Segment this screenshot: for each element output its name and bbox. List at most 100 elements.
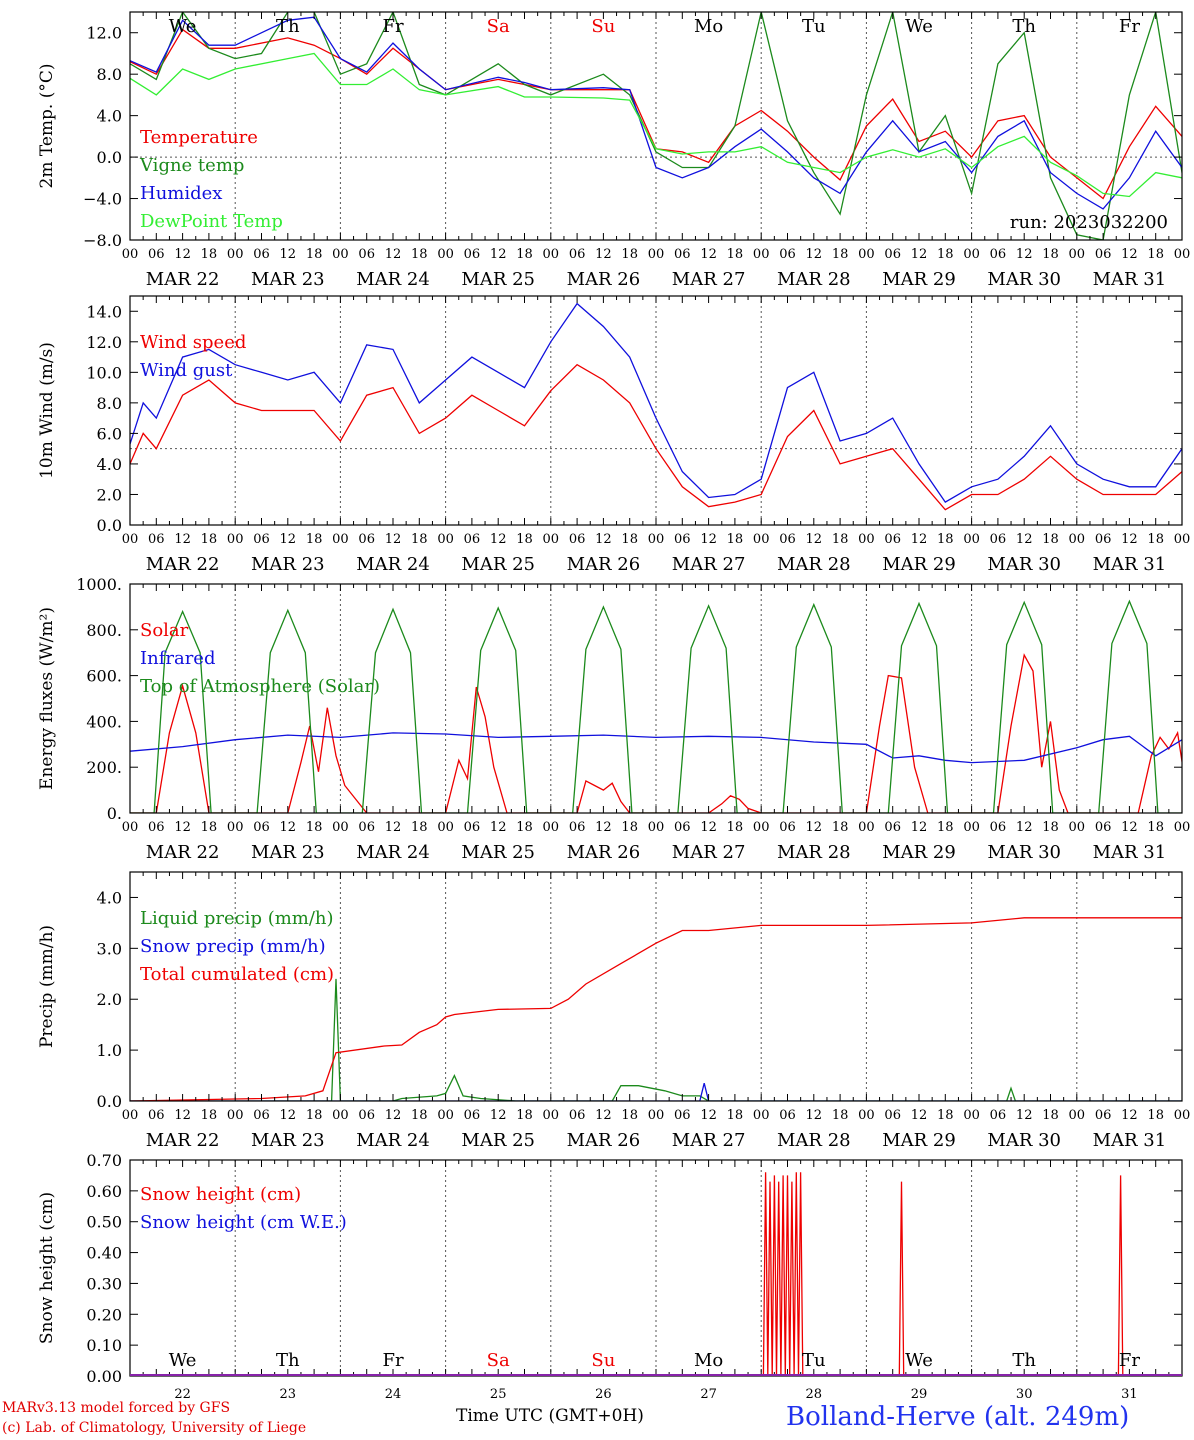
hour-tick-label: 12: [1016, 1108, 1033, 1123]
hour-tick-label: 00: [1069, 820, 1086, 835]
hour-tick-label: 06: [464, 247, 481, 262]
hour-tick-label: 00: [332, 1108, 349, 1123]
weekday-label: We: [169, 1350, 197, 1371]
hour-tick-label: 06: [1095, 247, 1112, 262]
hour-tick-label: 00: [858, 1108, 875, 1123]
hour-tick-label: 06: [569, 532, 586, 547]
panel-3: 0. 200. 400. 600. 800. 1000. Energy fluxes (W/…: [37, 575, 1191, 863]
weekday-label: We: [905, 1350, 933, 1371]
legend-entry: Wind speed: [140, 332, 246, 353]
weekday-label: Su: [591, 1350, 615, 1371]
hour-tick-label: 12: [1016, 532, 1033, 547]
hour-tick-label: 12: [490, 1108, 507, 1123]
hour-tick-label: 12: [911, 247, 928, 262]
weekday-label: Sa: [487, 1350, 510, 1371]
hour-tick-label: 00: [227, 247, 244, 262]
y-tick-label: 0.50: [86, 1213, 122, 1232]
series-line-vigne-temp: [130, 12, 1182, 240]
hour-tick-label: 18: [832, 247, 849, 262]
weekday-label: Tu: [802, 16, 826, 37]
hour-tick-label: 18: [1042, 247, 1059, 262]
hour-tick-label: 06: [884, 532, 901, 547]
hour-tick-label: 00: [648, 1108, 665, 1123]
hour-tick-label: 12: [385, 1108, 402, 1123]
hour-tick-label: 06: [674, 247, 691, 262]
hour-tick-label: 00: [122, 820, 139, 835]
hour-tick-label: 18: [201, 1108, 218, 1123]
hour-tick-label: 06: [884, 1108, 901, 1123]
series-line-wind-speed: [130, 363, 1182, 511]
hour-tick-label: 00: [963, 1108, 980, 1123]
x-axis-title: Time UTC (GMT+0H): [456, 1406, 644, 1426]
hour-tick-label: 00: [963, 820, 980, 835]
hour-tick-label: 00: [753, 247, 770, 262]
hour-tick-label: 00: [648, 820, 665, 835]
series-line-solar: [130, 653, 1182, 813]
hour-tick-label: 06: [569, 247, 586, 262]
date-label: MAR 26: [567, 1130, 641, 1151]
y-tick-label: 0.40: [86, 1244, 122, 1263]
y-tick-label: 0.: [107, 804, 122, 823]
hour-tick-label: 12: [1016, 820, 1033, 835]
hour-tick-label: 18: [727, 820, 744, 835]
y-tick-label: 8.0: [97, 394, 122, 413]
hour-tick-label: 12: [1121, 247, 1138, 262]
legend-entry: Temperature: [140, 127, 258, 148]
hour-tick-label: 18: [937, 532, 954, 547]
date-label: MAR 29: [882, 1130, 956, 1151]
legend-entry: Total cumulated (cm): [140, 964, 334, 985]
panel-4: 0.0 1.0 2.0 3.0 4.0 Precip (mm/h) Liquid preci…: [37, 871, 1190, 1151]
hour-tick-label: 12: [700, 820, 717, 835]
hour-tick-label: 00: [437, 532, 454, 547]
hour-tick-label: 18: [621, 247, 638, 262]
series-line-total-cumulated-cm-: [130, 917, 1182, 1101]
hour-tick-label: 06: [674, 820, 691, 835]
date-label: MAR 27: [672, 842, 746, 863]
hour-tick-label: 06: [358, 1108, 375, 1123]
hour-tick-label: 12: [1121, 820, 1138, 835]
panel-2: 0.0 2.0 4.0 6.0 8.0 10.0 12.0 14.0 10m Wind (m/s…: [37, 295, 1190, 575]
hour-tick-label: 06: [779, 820, 796, 835]
hour-tick-label: 00: [1174, 820, 1191, 835]
hour-tick-label: 00: [437, 247, 454, 262]
hour-tick-label: 06: [358, 820, 375, 835]
hour-tick-label: 06: [253, 532, 270, 547]
y-tick-label: 800.: [86, 621, 122, 640]
legend-entry: Wind gust: [140, 360, 233, 381]
hour-tick-label: 00: [1069, 532, 1086, 547]
hour-tick-label: 18: [516, 532, 533, 547]
hour-tick-label: 12: [806, 820, 823, 835]
date-label: MAR 25: [461, 554, 535, 575]
y-tick-label: 12.0: [86, 24, 122, 43]
y-tick-label: 3.0: [97, 939, 122, 958]
date-label: MAR 28: [777, 842, 851, 863]
y-tick-label: 8.0: [97, 65, 122, 84]
hour-tick-label: 18: [1147, 247, 1164, 262]
weekday-label: Th: [1012, 1350, 1036, 1371]
day-number-label: 31: [1121, 1387, 1138, 1402]
date-label: MAR 23: [251, 1130, 325, 1151]
legend-entry: Infrared: [140, 648, 215, 669]
hour-tick-label: 12: [700, 532, 717, 547]
legend-entry: Top of Atmosphere (Solar): [140, 676, 380, 697]
hour-tick-label: 18: [516, 820, 533, 835]
hour-tick-label: 18: [1147, 820, 1164, 835]
weekday-label: Mo: [694, 1350, 723, 1371]
y-tick-label: 0.60: [86, 1182, 122, 1201]
y-tick-label: 12.0: [86, 333, 122, 352]
y-axis-label: Precip (mm/h): [37, 925, 57, 1048]
hour-tick-label: 00: [963, 247, 980, 262]
hour-tick-label: 12: [280, 247, 297, 262]
series-line-wind-gust: [130, 302, 1182, 503]
hour-tick-label: 06: [464, 532, 481, 547]
hour-tick-label: 06: [464, 1108, 481, 1123]
hour-tick-label: 06: [253, 1108, 270, 1123]
hour-tick-label: 12: [174, 1108, 191, 1123]
weekday-label: Fr: [382, 1350, 403, 1371]
hour-tick-label: 06: [990, 247, 1007, 262]
station-name: Bolland-Herve (alt. 249m): [786, 1402, 1130, 1432]
date-label: MAR 24: [356, 269, 430, 290]
weekday-label: Su: [591, 16, 615, 37]
y-tick-label: 2.0: [97, 990, 122, 1009]
